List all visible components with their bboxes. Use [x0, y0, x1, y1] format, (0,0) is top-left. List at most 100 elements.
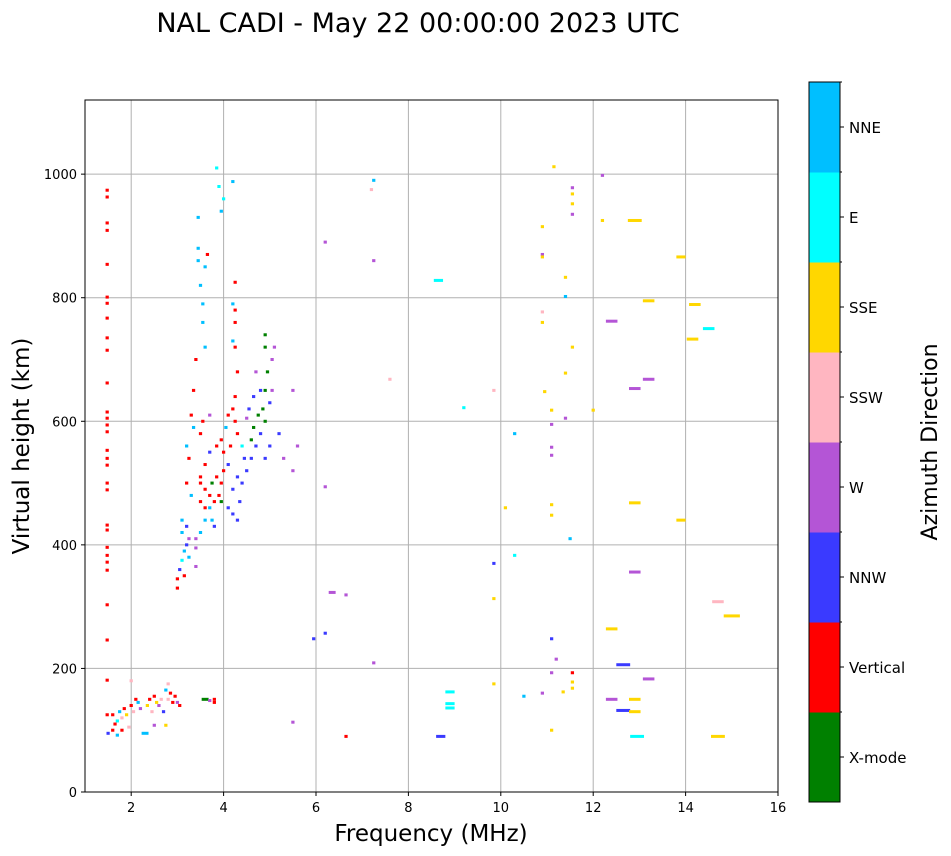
data-point	[120, 716, 124, 720]
data-point	[372, 178, 376, 182]
data-point	[689, 303, 701, 307]
data-point	[231, 512, 235, 516]
data-point	[161, 710, 166, 714]
data-point	[201, 419, 205, 423]
data-point	[235, 432, 240, 436]
data-point	[605, 697, 618, 701]
data-point	[291, 720, 295, 724]
colorbar-segment	[809, 82, 840, 173]
data-point	[540, 310, 544, 314]
data-point	[540, 255, 544, 259]
data-point	[233, 419, 237, 423]
data-point	[166, 682, 170, 686]
data-point	[203, 345, 207, 349]
colorbar-segment	[809, 442, 840, 533]
data-point	[198, 481, 203, 485]
data-point	[180, 558, 184, 562]
data-point	[263, 333, 267, 337]
data-point	[433, 278, 444, 282]
data-point	[291, 469, 295, 473]
data-point	[154, 700, 159, 704]
data-point	[124, 713, 129, 717]
data-point	[268, 444, 272, 448]
data-point	[105, 463, 109, 467]
colorbar-label-nne: NNE	[849, 119, 881, 137]
data-point	[138, 707, 143, 711]
data-point	[550, 671, 554, 675]
y-axis-label: Virtual height (km)	[9, 338, 35, 555]
colorbar-label-sse: SSE	[849, 299, 878, 317]
data-point	[552, 165, 556, 169]
colorbar-label-w: W	[849, 479, 864, 497]
data-point	[129, 704, 133, 707]
data-point	[219, 209, 223, 213]
data-point	[369, 188, 374, 192]
y-tick-label: 200	[52, 662, 77, 677]
data-point	[540, 225, 544, 229]
colorbar-segment	[809, 172, 840, 263]
y-tick-label: 0	[69, 786, 77, 801]
data-point	[210, 518, 214, 522]
data-point	[245, 469, 249, 473]
data-point	[676, 518, 686, 522]
data-point	[129, 679, 133, 683]
data-point	[105, 638, 109, 642]
data-point	[105, 568, 109, 572]
data-point	[203, 487, 207, 491]
data-point	[323, 485, 327, 489]
data-point	[676, 255, 686, 259]
data-point	[203, 463, 207, 467]
data-point	[249, 438, 253, 442]
data-point	[187, 555, 191, 559]
data-point	[231, 180, 235, 184]
data-point	[256, 413, 260, 417]
data-point	[522, 694, 526, 698]
data-point	[277, 432, 281, 436]
x-axis-label: Frequency (MHz)	[334, 821, 527, 847]
data-point	[513, 432, 517, 436]
data-point	[215, 166, 219, 170]
data-point	[208, 506, 212, 510]
data-point	[191, 425, 196, 429]
data-point	[212, 500, 216, 504]
colorbar-label: Azimuth Direction	[918, 343, 943, 540]
data-point	[462, 406, 466, 410]
data-point	[563, 294, 568, 298]
data-point	[550, 728, 554, 732]
data-point	[105, 713, 109, 717]
data-point	[219, 481, 223, 485]
data-point	[344, 734, 348, 738]
data-point	[198, 531, 203, 534]
data-point	[203, 265, 207, 269]
data-point	[105, 416, 109, 420]
data-point	[203, 506, 207, 510]
x-tick-label: 2	[127, 801, 135, 816]
grid	[85, 100, 779, 793]
data-point	[185, 524, 189, 528]
data-point	[173, 694, 177, 698]
data-point	[258, 432, 263, 436]
data-point	[233, 345, 237, 349]
data-point	[105, 301, 109, 305]
data-point	[233, 395, 237, 399]
data-point	[120, 728, 124, 732]
data-point	[224, 425, 228, 429]
data-point	[180, 518, 184, 522]
data-point	[105, 262, 109, 266]
data-point	[198, 500, 203, 504]
data-point	[164, 723, 168, 727]
data-point	[642, 299, 655, 303]
data-point	[629, 710, 641, 714]
data-point	[235, 518, 240, 522]
data-point	[600, 218, 605, 222]
data-point	[513, 553, 517, 557]
data-point	[711, 734, 725, 738]
data-point	[570, 186, 575, 190]
data-point	[131, 710, 136, 714]
data-point	[105, 488, 109, 492]
data-point	[106, 731, 110, 735]
data-point	[642, 677, 655, 681]
data-point	[550, 637, 554, 641]
data-point	[111, 728, 115, 732]
x-tick-label: 16	[770, 801, 787, 816]
